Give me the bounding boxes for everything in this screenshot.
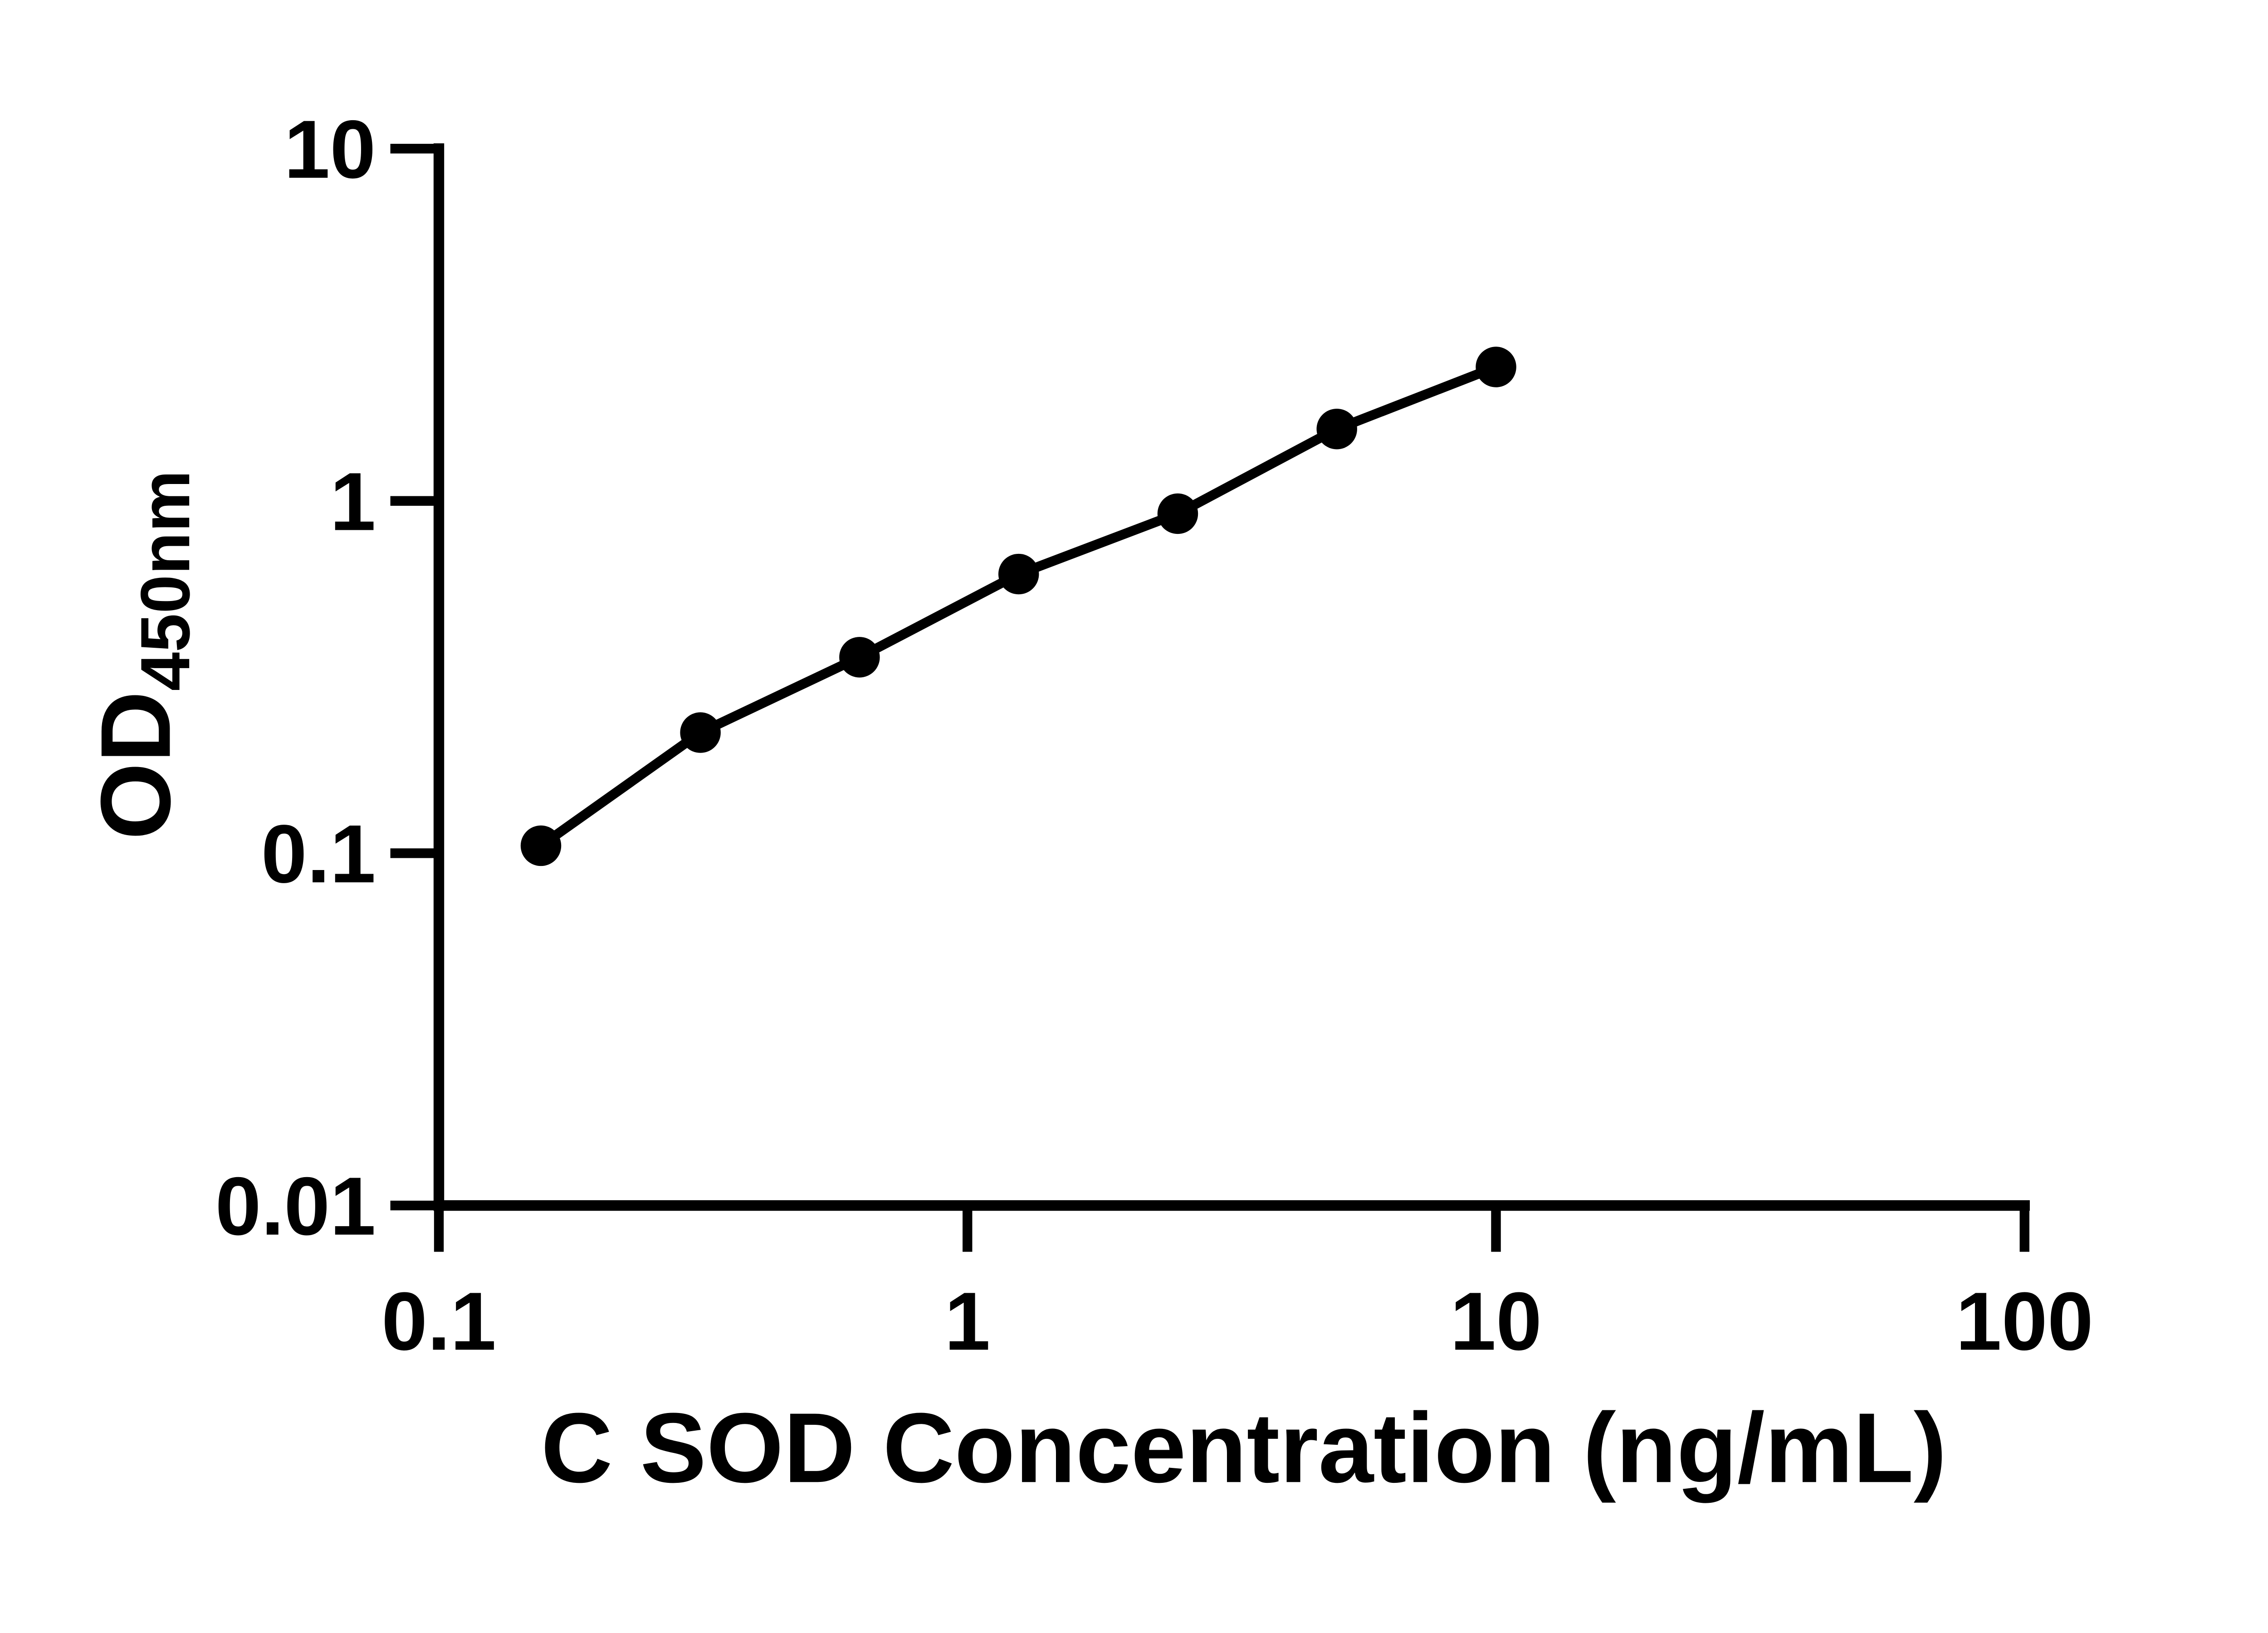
y-tick-label-10: 10 bbox=[284, 103, 376, 196]
data-point bbox=[520, 825, 562, 866]
x-axis-title: C SOD Concentration (ng/mL) bbox=[541, 1393, 1947, 1503]
data-point bbox=[1476, 347, 1516, 387]
data-point bbox=[680, 712, 721, 753]
y-tick-label-0.1: 0.1 bbox=[261, 807, 376, 900]
x-tick-label-10: 10 bbox=[1450, 1275, 1542, 1367]
data-point bbox=[839, 637, 880, 678]
elisa-standard-curve-figure: 10 1 0.1 0.01 0.1 1 10 100 C SOD Concentration … bbox=[0, 0, 2268, 1588]
y-axis-title: OD450nm bbox=[80, 470, 204, 840]
data-point bbox=[1316, 409, 1357, 450]
chart-background bbox=[0, 0, 2268, 1588]
x-tick-label-100: 100 bbox=[1956, 1275, 2093, 1367]
x-tick-label-1: 1 bbox=[944, 1275, 990, 1367]
data-layer bbox=[520, 347, 1516, 866]
y-axis-title-subscript: 450nm bbox=[126, 470, 204, 691]
data-point bbox=[998, 553, 1039, 595]
data-point bbox=[1157, 493, 1198, 534]
y-axis-title-main: OD bbox=[80, 691, 191, 840]
y-tick-label-0.01: 0.01 bbox=[215, 1160, 376, 1252]
x-tick-label-0.1: 0.1 bbox=[381, 1275, 496, 1367]
axes-layer bbox=[390, 143, 2030, 1252]
y-tick-label-1: 1 bbox=[330, 455, 376, 548]
